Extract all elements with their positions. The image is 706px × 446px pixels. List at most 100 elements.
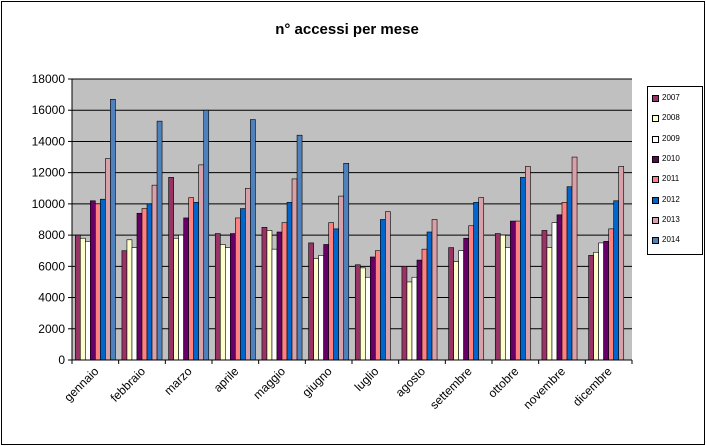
bar-2011-gennaio (95, 203, 101, 361)
x-tick-label: maggio (250, 364, 288, 402)
bar-2012-marzo (193, 202, 199, 361)
x-tick-label: novembre (520, 364, 568, 412)
bar-2011-maggio (281, 222, 288, 361)
y-tick-label: 4000 (38, 291, 65, 305)
bar-2009-agosto (411, 276, 418, 361)
bar-2011-dicembre (608, 228, 614, 361)
bar-2014-giugno (343, 163, 350, 361)
bar-2007-febbraio (121, 250, 128, 361)
bar-2008-ottobre (499, 234, 506, 361)
bar-2008-settembre (453, 261, 459, 361)
bar-2011-ottobre (515, 220, 521, 361)
legend-swatch (652, 155, 659, 163)
legend-label: 2014 (662, 235, 680, 245)
legend-label: 2011 (662, 174, 680, 184)
bar-2008-giugno (313, 258, 319, 361)
bar-2008-agosto (406, 281, 413, 361)
bar-2008-febbraio (126, 239, 133, 361)
legend-label: 2013 (662, 214, 680, 224)
bar-2013-giugno (338, 195, 345, 361)
grid-lines (68, 78, 632, 361)
x-tick-label: ottobre (485, 364, 522, 401)
bar-2010-settembre (463, 237, 469, 361)
legend-swatch (652, 95, 659, 102)
bar-2011-marzo (188, 197, 194, 361)
bar-2008-gennaio (79, 237, 86, 361)
bar-2010-aprile (230, 233, 236, 361)
y-tick-label: 8000 (38, 228, 65, 242)
bar-2013-maggio (291, 178, 298, 361)
bar-2010-gennaio (90, 200, 96, 361)
y-tick-label: 16000 (32, 103, 66, 117)
bar-2012-ottobre (520, 177, 526, 361)
bar-2013-settembre (478, 197, 485, 361)
bar-2011-giugno (328, 222, 334, 361)
bar-2011-settembre (468, 225, 474, 361)
bar-2010-marzo (183, 217, 189, 361)
bar-2007-dicembre (588, 255, 594, 361)
bar-2007-marzo (168, 177, 174, 361)
bar-2010-luglio (370, 256, 376, 361)
legend-label: 2008 (662, 113, 680, 123)
bar-2014-aprile (250, 119, 256, 361)
bar-2011-agosto (421, 248, 428, 361)
bar-2008-maggio (266, 230, 273, 361)
bar-2010-maggio (276, 231, 283, 361)
bar-2013-marzo (198, 164, 205, 361)
bar-2009-dicembre (598, 242, 604, 361)
bar-2007-luglio (354, 264, 361, 361)
legend-label: 2009 (662, 133, 680, 143)
bar-2012-dicembre (613, 200, 619, 361)
bar-2009-luglio (364, 276, 371, 361)
x-tick-label: aprile (211, 364, 242, 395)
bar-2012-novembre (566, 186, 573, 361)
bar-2014-maggio (296, 134, 303, 361)
x-tick-label: luglio (352, 364, 382, 394)
legend-swatch (652, 115, 659, 123)
y-tick-label: 14000 (32, 134, 66, 148)
bar-2009-gennaio (85, 241, 91, 361)
bar-2007-settembre (448, 247, 454, 361)
bar-2012-agosto (426, 231, 433, 361)
bar-2007-ottobre (494, 233, 501, 361)
bar-2013-ottobre (525, 166, 531, 361)
legend-swatch (652, 135, 659, 143)
y-tick-label: 10000 (32, 197, 66, 211)
x-tick-label: febbraio (108, 364, 149, 405)
bar-2009-aprile (225, 247, 231, 361)
bar-2009-maggio (271, 248, 278, 361)
bar-2009-ottobre (504, 247, 511, 361)
bar-2008-marzo (173, 237, 179, 361)
bar-2009-marzo (178, 234, 184, 361)
bar-2012-maggio (286, 202, 293, 361)
x-tick-label: giugno (299, 364, 335, 400)
legend-label: 2007 (662, 93, 680, 102)
bar-2009-novembre (551, 222, 558, 361)
y-tick-label: 2000 (38, 322, 65, 336)
bar-2012-luglio (380, 219, 386, 361)
bar-2007-agosto (401, 266, 408, 361)
bar-2007-gennaio (74, 234, 81, 361)
bar-2010-febbraio (136, 212, 143, 361)
y-tick-label: 12000 (32, 166, 66, 180)
bar-2008-dicembre (593, 251, 599, 361)
bar-2011-novembre (561, 202, 568, 361)
chart-title: n° accessi per mese (275, 21, 419, 38)
bar-2010-giugno (323, 244, 329, 361)
bar-2013-agosto (431, 219, 438, 361)
bar-2012-febbraio (146, 203, 153, 361)
plot-area (72, 79, 632, 360)
bar-2007-novembre (541, 230, 548, 361)
bar-2010-ottobre (510, 220, 516, 361)
y-tick-label: 6000 (38, 259, 65, 273)
bar-2012-gennaio (100, 198, 106, 361)
legend-label: 2010 (662, 153, 680, 163)
x-tick-label: marzo (161, 364, 195, 398)
x-tick-label: agosto (393, 364, 429, 400)
bar-2013-febbraio (151, 184, 158, 361)
bar-2009-giugno (318, 255, 324, 361)
x-tick-label: settembre (427, 364, 475, 412)
bar-2010-agosto (416, 259, 423, 361)
legend-swatch (652, 176, 659, 184)
